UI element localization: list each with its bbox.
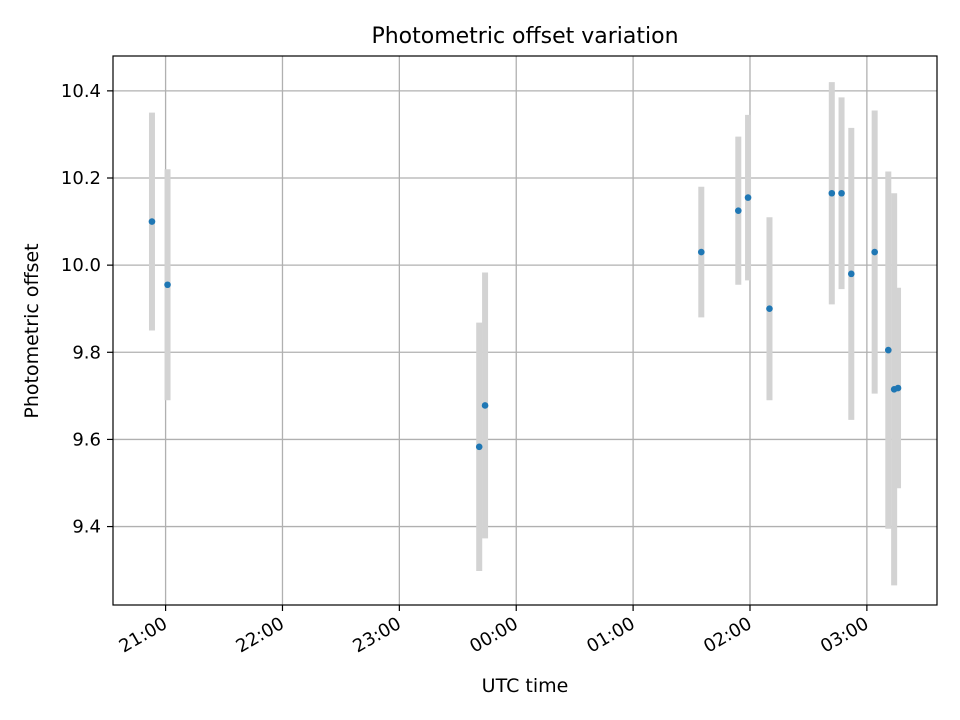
y-tick-label: 10.0 [61,255,101,276]
data-point [871,248,878,256]
data-point [894,384,902,392]
x-axis-label: UTC time [482,675,569,697]
data-point [697,248,705,256]
y-axis-label: Photometric offset [21,243,43,418]
y-tick-label: 9.6 [72,429,101,450]
data-point [828,189,836,197]
data-point [164,281,171,289]
y-tick-label: 9.8 [72,342,101,363]
data-point [766,305,773,313]
data-point [148,218,156,225]
data-point [475,443,483,451]
y-tick-label: 10.4 [61,81,101,102]
data-point [885,346,892,354]
grid-layer [113,56,937,605]
y-tick-label: 9.4 [72,517,101,538]
data-point [481,402,489,409]
y-tick-label: 10.2 [61,168,101,189]
data-point [847,270,855,278]
data-point [735,207,742,214]
chart-title: Photometric offset variation [371,24,678,49]
marker-layer [148,189,902,451]
data-point [744,194,752,201]
plot-frame [112,55,938,606]
data-point [838,189,845,197]
